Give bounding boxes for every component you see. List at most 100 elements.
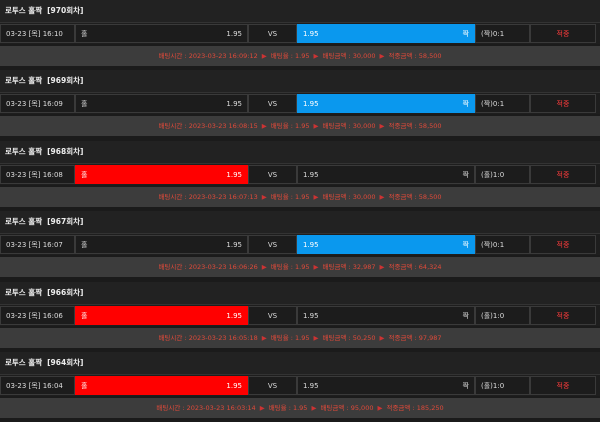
date-cell: 03-23 [목] 16:09 <box>0 94 75 113</box>
away-cell: 1.95 짝 <box>297 24 475 43</box>
home-odds: 1.95 <box>226 30 242 38</box>
detail-value: 30,000 <box>352 193 376 201</box>
result-cell: (짝)0:1 <box>475 24 530 43</box>
home-odds: 1.95 <box>226 312 242 320</box>
game-name: 로투스 홀짝 <box>5 76 43 85</box>
detail-value: 95,000 <box>350 404 374 412</box>
result-cell: (짝)0:1 <box>475 235 530 254</box>
detail-value: 30,000 <box>352 52 376 60</box>
home-odds: 1.95 <box>226 241 242 249</box>
date-cell: 03-23 [목] 16:04 <box>0 376 75 395</box>
detail-value: 2023-03-23 16:05:18 <box>188 334 258 342</box>
status-cell: 적중 <box>530 165 596 184</box>
detail-label: 배팅율 : <box>270 122 293 130</box>
separator: ▶ <box>379 334 385 342</box>
detail-value: 185,250 <box>416 404 444 412</box>
detail-label: 배팅금액 : <box>322 334 351 342</box>
detail-value: 2023-03-23 16:08:15 <box>188 122 258 130</box>
detail-value: 30,000 <box>352 122 376 130</box>
block-header: 로투스 홀짝 [970회차] <box>0 0 600 23</box>
away-cell: 1.95 짝 <box>297 165 475 184</box>
bet-block: 로투스 홀짝 [966회차] 03-23 [목] 16:06 홀 1.95 VS 1.95 짝… <box>0 282 600 352</box>
detail-label: 배팅율 : <box>270 193 293 201</box>
status-cell: 적중 <box>530 24 596 43</box>
vs: VS <box>267 171 278 179</box>
detail-label: 배팅시간 : <box>158 193 187 201</box>
bet-block: 로투스 홀짝 [968회차] 03-23 [목] 16:08 홀 1.95 VS 1.95 짝… <box>0 141 600 211</box>
separator: ▶ <box>379 122 385 130</box>
bet-detail: 배팅시간 : 2023-03-23 16:06:26 ▶ 배팅율 : 1.95 ▶ 배팅… <box>0 257 600 277</box>
detail-label: 배팅율 : <box>268 404 291 412</box>
result: (짝)0:1 <box>481 30 505 38</box>
away-odds: 1.95 <box>303 241 319 249</box>
bet-row: 03-23 [목] 16:09 홀 1.95 VS 1.95 짝 (짝)0:1 적중 <box>0 93 600 114</box>
game-name: 로투스 홀짝 <box>5 358 43 367</box>
detail-label: 배팅시간 : <box>158 52 187 60</box>
status-cell: 적중 <box>530 376 596 395</box>
date: 03-23 [목] 16:06 <box>6 312 63 320</box>
bet-detail: 배팅시간 : 2023-03-23 16:09:12 ▶ 배팅율 : 1.95 ▶ 배팅… <box>0 46 600 66</box>
home-cell: 홀 1.95 <box>75 306 248 325</box>
detail-label: 적중금액 : <box>388 193 417 201</box>
block-header: 로투스 홀짝 [966회차] <box>0 282 600 305</box>
home-cell: 홀 1.95 <box>75 235 248 254</box>
result: (짝)0:1 <box>481 100 505 108</box>
detail-value: 50,250 <box>352 334 376 342</box>
vs-cell: VS <box>248 306 297 325</box>
round: [968회차] <box>47 147 84 156</box>
game-name: 로투스 홀짝 <box>5 217 43 226</box>
detail-value: 64,324 <box>418 263 442 271</box>
detail-value: 1.95 <box>295 52 310 60</box>
detail-label: 적중금액 : <box>388 263 417 271</box>
home-label: 홀 <box>81 241 88 249</box>
detail-value: 2023-03-23 16:07:13 <box>188 193 258 201</box>
bet-row: 03-23 [목] 16:10 홀 1.95 VS 1.95 짝 (짝)0:1 적중 <box>0 23 600 44</box>
away-label: 짝 <box>462 171 469 179</box>
separator: ▶ <box>313 263 319 271</box>
result: (홀)1:0 <box>481 382 505 390</box>
detail-label: 적중금액 : <box>386 404 415 412</box>
separator: ▶ <box>259 404 265 412</box>
result-cell: (홀)1:0 <box>475 376 530 395</box>
block-header: 로투스 홀짝 [967회차] <box>0 211 600 234</box>
status: 적중 <box>556 100 570 108</box>
date: 03-23 [목] 16:07 <box>6 241 63 249</box>
date: 03-23 [목] 16:09 <box>6 100 63 108</box>
away-odds: 1.95 <box>303 312 319 320</box>
separator: ▶ <box>313 122 319 130</box>
home-odds: 1.95 <box>226 171 242 179</box>
bet-block: 로투스 홀짝 [964회차] 03-23 [목] 16:04 홀 1.95 VS 1.95 짝… <box>0 352 600 422</box>
vs-cell: VS <box>248 376 297 395</box>
detail-label: 배팅율 : <box>270 334 293 342</box>
date: 03-23 [목] 16:08 <box>6 171 63 179</box>
bet-block: 로투스 홀짝 [970회차] 03-23 [목] 16:10 홀 1.95 VS 1.95 짝… <box>0 0 600 70</box>
vs: VS <box>267 312 278 320</box>
detail-label: 배팅시간 : <box>158 334 187 342</box>
away-label: 짝 <box>462 100 469 108</box>
detail-value: 58,500 <box>418 52 442 60</box>
away-cell: 1.95 짝 <box>297 94 475 113</box>
detail-value: 1.95 <box>295 193 310 201</box>
result-cell: (홀)1:0 <box>475 306 530 325</box>
detail-value: 2023-03-23 16:06:26 <box>188 263 258 271</box>
round: [970회차] <box>47 6 84 15</box>
block-header: 로투스 홀짝 [964회차] <box>0 352 600 375</box>
separator: ▶ <box>261 263 267 271</box>
home-label: 홀 <box>81 171 88 179</box>
detail-value: 2023-03-23 16:09:12 <box>188 52 258 60</box>
detail-label: 배팅율 : <box>270 52 293 60</box>
detail-value: 1.95 <box>295 263 310 271</box>
vs-cell: VS <box>248 165 297 184</box>
detail-value: 1.95 <box>292 404 308 412</box>
separator: ▶ <box>261 193 267 201</box>
detail-label: 적중금액 : <box>388 334 417 342</box>
date: 03-23 [목] 16:04 <box>6 382 63 390</box>
round: [967회차] <box>47 217 84 226</box>
separator: ▶ <box>377 404 383 412</box>
home-odds: 1.95 <box>226 382 242 390</box>
bet-detail: 배팅시간 : 2023-03-23 16:05:18 ▶ 배팅율 : 1.95 ▶ 배팅… <box>0 328 600 348</box>
bet-detail: 배팅시간 : 2023-03-23 16:07:13 ▶ 배팅율 : 1.95 ▶ 배팅… <box>0 187 600 207</box>
detail-value: 97,987 <box>418 334 442 342</box>
separator: ▶ <box>379 193 385 201</box>
